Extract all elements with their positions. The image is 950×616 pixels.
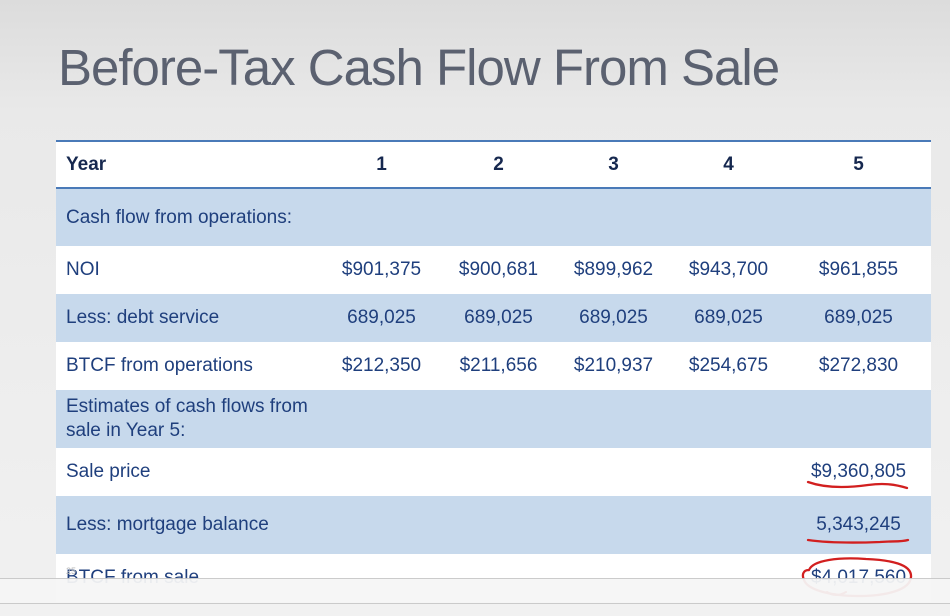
header-year: Year — [66, 153, 107, 175]
row-value — [322, 390, 441, 448]
row-label-mortgage-balance: Less: mortgage balance — [66, 514, 269, 535]
row-value — [671, 188, 786, 246]
table-row: BTCF from operations $212,350 $211,656 $… — [56, 342, 931, 390]
debt-service-year-5: 689,025 — [824, 307, 893, 328]
slide-title: Before-Tax Cash Flow From Sale — [58, 39, 780, 96]
btcf-operations-year-1: $212,350 — [341, 355, 422, 376]
row-value — [556, 448, 671, 496]
table-row: Estimates of cash flows from sale in Yea… — [56, 390, 931, 448]
table-row: Sale price $9,360,805 — [56, 448, 931, 496]
row-value — [556, 390, 671, 448]
row-label-sale-price: Sale price — [66, 461, 151, 482]
row-label-cash-flow-operations: Cash flow from operations: — [66, 206, 292, 228]
row-value — [441, 390, 556, 448]
row-value — [322, 448, 441, 496]
cash-flow-table-wrap: Year 1 2 3 4 5 Cash flow from operations… — [56, 140, 931, 616]
btcf-operations-year-2: $211,656 — [459, 355, 538, 376]
debt-service-year-2: 689,025 — [464, 307, 533, 328]
noi-year-1: $901,375 — [341, 259, 422, 280]
header-year-1: 1 — [376, 153, 387, 175]
header-year-5: 5 — [853, 153, 864, 175]
debt-service-year-1: 689,025 — [347, 307, 416, 328]
cash-flow-table: Year 1 2 3 4 5 Cash flow from operations… — [56, 140, 931, 602]
header-year-2: 2 — [493, 153, 504, 175]
bottom-overlay-bar — [0, 578, 950, 604]
table-row: Less: mortgage balance 5,343,245 — [56, 496, 931, 554]
btcf-operations-year-5: $272,830 — [818, 355, 899, 376]
header-year-3: 3 — [608, 153, 619, 175]
mortgage-balance-year-5: 5,343,245 — [816, 514, 901, 535]
noi-year-5: $961,855 — [818, 259, 899, 280]
noi-year-2: $900,681 — [458, 259, 539, 280]
table-row: Less: debt service 689,025 689,025 689,0… — [56, 294, 931, 342]
row-value — [671, 390, 786, 448]
table-header: Year 1 2 3 4 5 — [56, 141, 931, 188]
noi-year-4: $943,700 — [688, 259, 769, 280]
btcf-operations-year-4: $254,675 — [688, 355, 769, 376]
row-value — [671, 496, 786, 554]
debt-service-year-3: 689,025 — [579, 307, 648, 328]
row-label-noi: NOI — [66, 259, 100, 280]
row-value — [322, 496, 441, 554]
table-row: Cash flow from operations: — [56, 188, 931, 246]
row-value — [556, 496, 671, 554]
row-value — [441, 448, 556, 496]
row-value — [786, 188, 931, 246]
table-body: Cash flow from operations: NOI $901,375 … — [56, 188, 931, 602]
row-label-btcf-operations: BTCF from operations — [66, 355, 253, 376]
noi-year-3: $899,962 — [573, 259, 654, 280]
row-value — [441, 188, 556, 246]
btcf-operations-year-3: $210,937 — [573, 355, 654, 376]
row-value — [671, 448, 786, 496]
header-year-4: 4 — [723, 153, 734, 175]
sale-price-year-5-cell: $9,360,805 — [786, 448, 931, 496]
header-row: Year 1 2 3 4 5 — [56, 141, 931, 188]
row-label-sale-estimates: Estimates of cash flows from sale in Yea… — [66, 396, 308, 441]
sale-price-year-5: $9,360,805 — [810, 461, 907, 482]
row-value — [322, 188, 441, 246]
row-label-debt-service: Less: debt service — [66, 307, 220, 328]
row-value — [441, 496, 556, 554]
row-value — [786, 390, 931, 448]
red-underline-icon — [807, 538, 910, 544]
mortgage-balance-year-5-cell: 5,343,245 — [786, 496, 931, 554]
row-value — [556, 188, 671, 246]
sale-price-annotation: $9,360,805 — [806, 460, 909, 490]
slide-number: 25 — [66, 566, 77, 576]
table-row: NOI $901,375 $900,681 $899,962 $943,700 … — [56, 246, 931, 294]
mortgage-balance-annotation: 5,343,245 — [807, 513, 910, 544]
debt-service-year-4: 689,025 — [694, 307, 763, 328]
